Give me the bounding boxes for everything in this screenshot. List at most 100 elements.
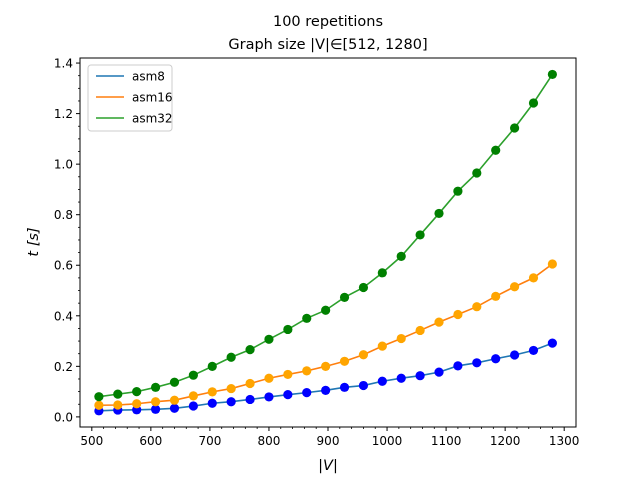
data-point-asm8 — [396, 373, 406, 383]
data-point-asm32 — [509, 123, 520, 133]
data-point-asm16 — [283, 369, 293, 380]
legend-box — [87, 64, 173, 132]
x-tick-label: 900 — [317, 434, 340, 448]
data-point-asm16 — [207, 387, 217, 397]
data-point-asm16 — [264, 373, 274, 383]
y-axis-label: t [s] — [26, 227, 42, 256]
data-point-asm8 — [434, 367, 444, 377]
data-point-asm32 — [188, 370, 198, 380]
data-point-asm16 — [339, 356, 350, 366]
data-point-asm16 — [472, 302, 482, 312]
chart-title-line-2: Graph size |V|∈[512, 1280] — [228, 37, 427, 53]
data-point-asm8 — [150, 404, 161, 414]
data-point-asm32 — [150, 382, 161, 392]
data-point-asm32 — [302, 313, 312, 323]
data-point-asm32 — [321, 305, 331, 315]
y-tick-label: 1.2 — [54, 107, 73, 121]
data-point-asm32 — [491, 145, 501, 155]
x-tick-label: 700 — [198, 434, 221, 448]
axes-layer: 500 600 700 800 900 1000 1100 1200 1300 0.0 0.2 0.4… — [54, 57, 580, 448]
data-point-asm32 — [547, 69, 557, 80]
data-point-asm8 — [302, 388, 312, 398]
data-point-asm8 — [358, 380, 369, 391]
data-point-asm16 — [434, 317, 444, 327]
data-point-asm32 — [113, 389, 123, 399]
legend-label-asm32: asm32 — [132, 112, 173, 126]
y-tick-label: 0.0 — [54, 410, 73, 424]
x-tick-label: 500 — [80, 434, 103, 448]
data-point-asm8 — [169, 403, 180, 413]
data-point-asm16 — [509, 282, 520, 292]
data-point-asm16 — [113, 400, 123, 410]
data-point-asm16 — [150, 397, 161, 407]
data-point-asm32 — [377, 268, 387, 278]
data-point-asm8 — [283, 390, 293, 400]
chart-title-line-1: 100 repetitions — [273, 14, 383, 30]
data-point-asm32 — [245, 345, 255, 355]
data-point-asm32 — [339, 292, 350, 302]
data-point-asm8 — [491, 354, 501, 364]
data-point-asm16 — [547, 259, 557, 269]
legend: asm8 asm16 asm32 — [87, 64, 173, 132]
data-point-asm32 — [94, 392, 104, 402]
x-tick-label: 800 — [257, 434, 280, 448]
y-tick-label: 0.6 — [54, 259, 73, 273]
data-point-asm32 — [396, 251, 406, 261]
series-asm8 — [94, 338, 557, 416]
data-point-asm8 — [453, 361, 463, 371]
data-point-asm32 — [207, 361, 217, 371]
data-point-asm8 — [339, 382, 350, 392]
y-tick-label: 1.4 — [54, 57, 73, 71]
data-point-asm32 — [169, 377, 180, 387]
data-point-asm8 — [509, 350, 520, 360]
y-tick-label: 0.2 — [54, 360, 73, 374]
data-point-asm8 — [321, 385, 331, 395]
data-point-asm8 — [207, 398, 217, 408]
y-tick-label: 0.8 — [54, 208, 73, 222]
data-point-asm32 — [528, 98, 539, 108]
data-point-asm16 — [132, 399, 142, 409]
data-point-asm8 — [188, 401, 198, 411]
data-point-asm8 — [377, 376, 387, 386]
data-point-asm8 — [245, 394, 255, 405]
x-tick-label: 1200 — [490, 434, 521, 448]
data-point-asm16 — [226, 383, 236, 394]
data-point-asm32 — [358, 282, 369, 293]
data-point-asm16 — [453, 309, 463, 320]
x-tick-label: 1300 — [549, 434, 580, 448]
data-point-asm16 — [302, 366, 312, 376]
data-point-asm16 — [358, 350, 369, 360]
data-point-asm8 — [547, 338, 557, 348]
series-layer — [94, 69, 557, 416]
data-point-asm16 — [169, 395, 180, 405]
legend-label-asm16: asm16 — [132, 91, 173, 105]
data-point-asm8 — [264, 392, 274, 402]
data-point-asm32 — [283, 324, 293, 335]
series-asm16 — [94, 259, 557, 410]
data-point-asm8 — [528, 345, 539, 356]
data-point-asm16 — [245, 378, 255, 389]
data-point-asm32 — [434, 208, 444, 219]
data-point-asm32 — [415, 230, 425, 240]
data-point-asm16 — [188, 391, 198, 401]
data-point-asm8 — [226, 397, 236, 407]
data-point-asm32 — [132, 387, 142, 397]
x-axis-label: |V| — [318, 458, 338, 474]
data-point-asm8 — [415, 371, 425, 381]
data-point-asm16 — [94, 400, 104, 410]
data-point-asm16 — [491, 291, 501, 301]
data-point-asm32 — [264, 334, 274, 344]
data-point-asm16 — [415, 325, 425, 336]
data-point-asm16 — [377, 341, 387, 351]
y-tick-label: 0.4 — [54, 309, 73, 323]
x-tick-label: 1000 — [372, 434, 403, 448]
data-point-asm16 — [528, 273, 539, 283]
data-point-asm8 — [472, 358, 482, 368]
x-tick-label: 600 — [139, 434, 162, 448]
legend-label-asm8: asm8 — [132, 70, 165, 84]
data-point-asm32 — [453, 186, 463, 196]
data-point-asm32 — [226, 352, 236, 362]
x-tick-label: 1100 — [431, 434, 462, 448]
data-point-asm16 — [396, 333, 406, 344]
